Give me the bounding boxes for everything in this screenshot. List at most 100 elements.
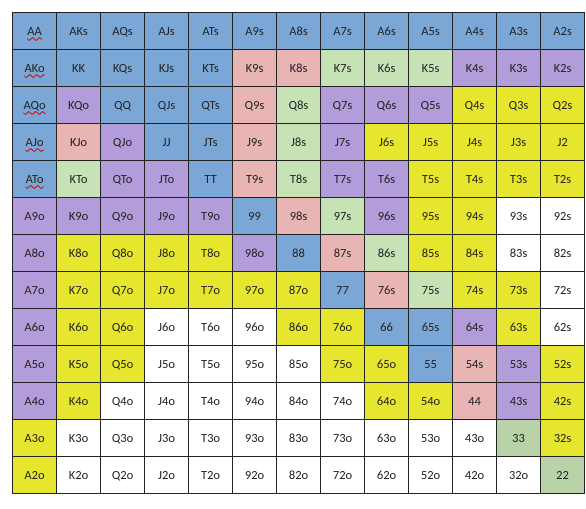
hand-cell: 85o <box>277 346 321 383</box>
hand-cell: J8o <box>145 235 189 272</box>
hand-cell: T3s <box>497 161 541 198</box>
hand-cell: Q8s <box>277 87 321 124</box>
hand-cell: K9o <box>57 198 101 235</box>
hand-cell: 72o <box>321 457 365 494</box>
hand-cell: J7o <box>145 272 189 309</box>
hand-cell: KJo <box>57 124 101 161</box>
hand-cell: QQ <box>101 87 145 124</box>
hand-cell: 32s <box>541 420 585 457</box>
hand-cell: A2s <box>541 13 585 50</box>
hand-cell: KTs <box>189 50 233 87</box>
hand-cell: KJs <box>145 50 189 87</box>
hand-cell: 94s <box>453 198 497 235</box>
hand-cell: 33 <box>497 420 541 457</box>
hand-cell: A6o <box>13 309 57 346</box>
hand-cell: T2s <box>541 161 585 198</box>
hand-cell: A9o <box>13 198 57 235</box>
hand-cell: 83o <box>277 420 321 457</box>
hand-cell: 52o <box>409 457 453 494</box>
hand-cell: KQo <box>57 87 101 124</box>
hand-cell: 88 <box>277 235 321 272</box>
hand-cell: T5o <box>189 346 233 383</box>
hand-cell: 52s <box>541 346 585 383</box>
hand-cell: 44 <box>453 383 497 420</box>
hand-cell: 62s <box>541 309 585 346</box>
hand-cell: K8o <box>57 235 101 272</box>
hand-cell: 54o <box>409 383 453 420</box>
hand-cell: A8s <box>277 13 321 50</box>
hand-cell: 85s <box>409 235 453 272</box>
hand-cell: K3o <box>57 420 101 457</box>
hand-cell: Q5o <box>101 346 145 383</box>
hand-cell: J4o <box>145 383 189 420</box>
hand-cell: 63o <box>365 420 409 457</box>
hand-cell: 43o <box>453 420 497 457</box>
hand-cell: J3s <box>497 124 541 161</box>
hand-cell: T6s <box>365 161 409 198</box>
hand-cell: AQo <box>13 87 57 124</box>
hand-cell: K4s <box>453 50 497 87</box>
hand-cell: 84s <box>453 235 497 272</box>
hand-cell: A7o <box>13 272 57 309</box>
hand-cell: QJs <box>145 87 189 124</box>
hand-cell: 93o <box>233 420 277 457</box>
hand-cell: K4o <box>57 383 101 420</box>
hand-cell: Q7s <box>321 87 365 124</box>
hand-cell: J7s <box>321 124 365 161</box>
hand-cell: Q6s <box>365 87 409 124</box>
hand-cell: Q3o <box>101 420 145 457</box>
hand-cell: 63s <box>497 309 541 346</box>
hand-cell: A8o <box>13 235 57 272</box>
hand-cell: KK <box>57 50 101 87</box>
hand-cell: 65s <box>409 309 453 346</box>
hand-cell: 75o <box>321 346 365 383</box>
hand-cell: K9s <box>233 50 277 87</box>
hand-cell: T9s <box>233 161 277 198</box>
hand-cell: J2o <box>145 457 189 494</box>
hand-cell: 99 <box>233 198 277 235</box>
hand-cell: QJo <box>101 124 145 161</box>
hand-cell: T8s <box>277 161 321 198</box>
hand-cell: J9o <box>145 198 189 235</box>
hand-cell: 82s <box>541 235 585 272</box>
hand-cell: 92s <box>541 198 585 235</box>
hand-cell: 73s <box>497 272 541 309</box>
hand-cell: Q9s <box>233 87 277 124</box>
hand-cell: A4s <box>453 13 497 50</box>
hand-cell: 73o <box>321 420 365 457</box>
hand-cell: T4s <box>453 161 497 198</box>
hand-cell: 55 <box>409 346 453 383</box>
hand-cell: 86o <box>277 309 321 346</box>
hand-cell: K7s <box>321 50 365 87</box>
hand-cell: KQs <box>101 50 145 87</box>
hand-cell: TT <box>189 161 233 198</box>
hand-cell: 92o <box>233 457 277 494</box>
hand-cell: AKo <box>13 50 57 87</box>
hand-cell: T4o <box>189 383 233 420</box>
hand-cell: AJo <box>13 124 57 161</box>
hand-cell: Q4o <box>101 383 145 420</box>
hand-cell: 22 <box>541 457 585 494</box>
hand-cell: QTs <box>189 87 233 124</box>
hand-cell: 87o <box>277 272 321 309</box>
hand-cell: 72s <box>541 272 585 309</box>
hand-cell: K5s <box>409 50 453 87</box>
hand-cell: 96s <box>365 198 409 235</box>
hand-cell: T2o <box>189 457 233 494</box>
hand-cell: Q2o <box>101 457 145 494</box>
hand-cell: A2o <box>13 457 57 494</box>
hand-cell: 64s <box>453 309 497 346</box>
hand-cell: J5s <box>409 124 453 161</box>
hand-cell: Q2s <box>541 87 585 124</box>
hand-cell: ATs <box>189 13 233 50</box>
hand-cell: J3o <box>145 420 189 457</box>
hand-cell: J9s <box>233 124 277 161</box>
hand-cell: A3s <box>497 13 541 50</box>
hand-cell: K2s <box>541 50 585 87</box>
hand-cell: 82o <box>277 457 321 494</box>
hand-cell: JTo <box>145 161 189 198</box>
hand-cell: 74s <box>453 272 497 309</box>
hand-cell: T3o <box>189 420 233 457</box>
hand-cell: J4s <box>453 124 497 161</box>
hand-cell: Q5s <box>409 87 453 124</box>
